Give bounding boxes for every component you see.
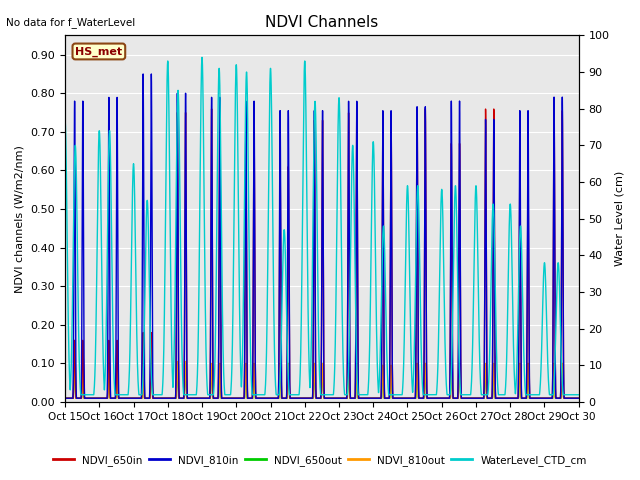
Legend: NDVI_650in, NDVI_810in, NDVI_650out, NDVI_810out, WaterLevel_CTD_cm: NDVI_650in, NDVI_810in, NDVI_650out, NDV… <box>49 451 591 470</box>
Text: No data for f_WaterLevel: No data for f_WaterLevel <box>6 17 136 28</box>
Y-axis label: NDVI channels (W/m2/nm): NDVI channels (W/m2/nm) <box>15 145 25 293</box>
Y-axis label: Water Level (cm): Water Level (cm) <box>615 171 625 266</box>
Text: HS_met: HS_met <box>76 47 122 57</box>
Title: NDVI Channels: NDVI Channels <box>265 15 378 30</box>
